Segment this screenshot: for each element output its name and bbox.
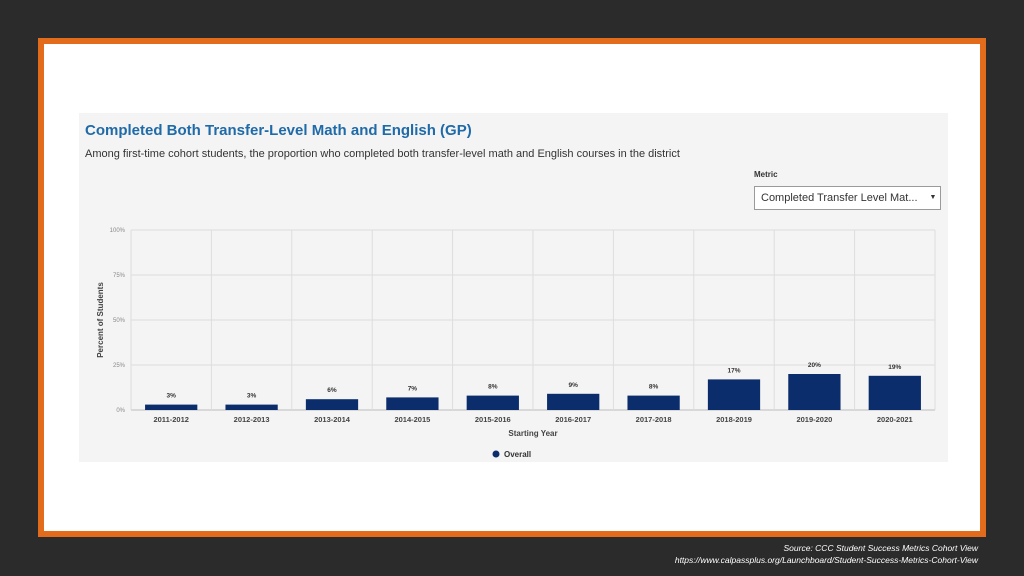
bar-2014-2015[interactable] (386, 397, 439, 410)
data-label: 3% (166, 393, 176, 400)
data-label: 17% (727, 367, 740, 374)
x-tick-label: 2011-2012 (153, 415, 188, 424)
data-label: 20% (808, 362, 821, 369)
bar-2018-2019[interactable] (707, 379, 761, 410)
bar-chart: 0% 25% 50% 75% 100% 3% 2011-2012 3% 2012-2013 6%… (96, 228, 936, 459)
x-tick-label: 2019-2020 (796, 415, 832, 424)
metric-label: Metric (754, 170, 778, 179)
x-tick-label: 2013-2014 (314, 415, 351, 424)
y-tick-label: 0% (116, 408, 125, 414)
bar-2019-2020[interactable] (788, 374, 841, 410)
bar-2016-2017[interactable] (547, 393, 600, 410)
bar-2017-2018[interactable] (627, 395, 680, 410)
bar-2013-2014[interactable] (305, 399, 359, 410)
x-tick-label: 2018-2019 (716, 415, 752, 424)
y-tick-label: 50% (113, 318, 126, 324)
data-label: 6% (327, 387, 337, 394)
x-tick-label: 2017-2018 (636, 415, 672, 424)
x-tick-label: 2016-2017 (555, 415, 591, 424)
x-axis-label: Starting Year (508, 429, 557, 438)
caret-down-icon: ▼ (929, 194, 937, 201)
bar-2012-2013[interactable] (225, 404, 278, 410)
x-tick-label: 2015-2016 (475, 415, 511, 424)
bar-2015-2016[interactable] (466, 395, 519, 410)
legend[interactable]: Overall (492, 450, 532, 459)
y-axis-label: Percent of Students (96, 282, 105, 358)
y-tick-label: 100% (110, 228, 126, 234)
data-label: 7% (408, 385, 418, 392)
source-url: https://www.calpassplus.org/Launchboard/… (674, 555, 978, 565)
y-tick-label: 75% (113, 273, 126, 279)
bar-2011-2012[interactable] (145, 404, 198, 410)
legend-label-overall: Overall (504, 450, 531, 459)
data-label: 3% (247, 393, 257, 400)
source-citation: Source: CCC Student Success Metrics Coho… (675, 542, 978, 566)
data-label: 8% (649, 384, 659, 391)
metric-dropdown[interactable]: Completed Transfer Level Mat... ▼ (754, 186, 941, 210)
y-tick-label: 25% (113, 363, 126, 369)
chart-title: Completed Both Transfer-Level Math and E… (85, 122, 472, 139)
x-tick-label: 2014-2015 (394, 415, 430, 424)
data-label: 9% (568, 382, 578, 389)
metric-selected-value: Completed Transfer Level Mat... (761, 192, 918, 204)
data-label: 8% (488, 384, 498, 391)
chart-panel: Completed Both Transfer-Level Math and E… (79, 113, 948, 462)
source-line: Source: CCC Student Success Metrics Coho… (783, 543, 978, 553)
legend-marker-overall (492, 450, 500, 458)
data-label: 19% (888, 364, 901, 371)
x-tick-label: 2020-2021 (877, 415, 913, 424)
chart-subtitle: Among first-time cohort students, the pr… (85, 148, 680, 160)
x-tick-label: 2012-2013 (234, 415, 270, 424)
bar-2020-2021[interactable] (868, 375, 921, 410)
